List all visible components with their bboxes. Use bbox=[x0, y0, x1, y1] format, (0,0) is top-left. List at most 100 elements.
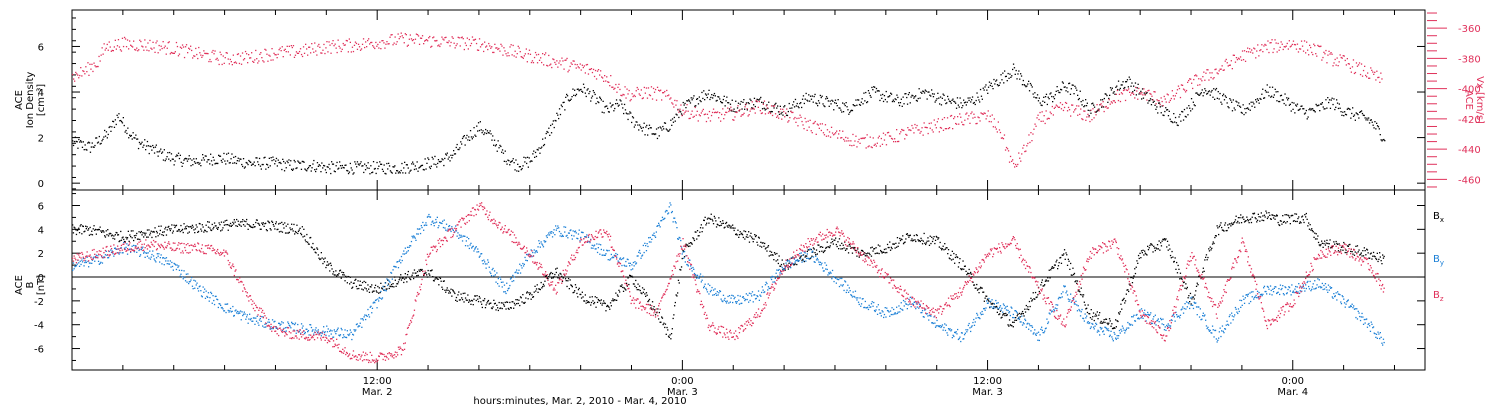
vx-point bbox=[595, 78, 598, 80]
bx-point bbox=[844, 249, 847, 251]
vx-point bbox=[465, 44, 467, 47]
density-point bbox=[758, 99, 760, 101]
density-point bbox=[454, 153, 457, 155]
density-point bbox=[640, 127, 643, 129]
bx-point bbox=[641, 287, 644, 289]
vx-point bbox=[497, 48, 499, 51]
density-point bbox=[419, 166, 421, 168]
bx-point bbox=[171, 232, 174, 234]
bx-point bbox=[1234, 219, 1237, 221]
vx-point bbox=[732, 119, 734, 121]
bx-point bbox=[971, 276, 973, 278]
bx-point bbox=[526, 291, 528, 293]
bx-point bbox=[717, 224, 719, 226]
vx-point bbox=[326, 41, 328, 43]
bx-point bbox=[871, 246, 873, 248]
vx-point bbox=[1259, 49, 1261, 52]
vx-point bbox=[187, 52, 189, 54]
bx-point bbox=[374, 287, 376, 289]
density-point bbox=[372, 161, 375, 163]
bx-point bbox=[745, 236, 747, 238]
bx-point bbox=[931, 236, 933, 238]
vx-point bbox=[822, 132, 825, 134]
by-point bbox=[268, 318, 270, 321]
vx-point bbox=[776, 116, 778, 118]
vx-point bbox=[1027, 142, 1029, 145]
vx-point bbox=[179, 46, 182, 48]
vx-point bbox=[639, 94, 641, 96]
vx-point bbox=[421, 35, 424, 37]
vx-point bbox=[563, 68, 565, 70]
density-point bbox=[1275, 91, 1277, 93]
bx-point bbox=[848, 243, 850, 246]
vx-point bbox=[836, 130, 838, 132]
bx-point bbox=[574, 284, 577, 286]
bx-point bbox=[734, 227, 736, 229]
vx-point bbox=[543, 64, 545, 66]
vx-point bbox=[1101, 105, 1103, 107]
vx-point bbox=[875, 145, 877, 147]
vx-point bbox=[409, 34, 411, 36]
vx-point bbox=[1376, 70, 1378, 72]
bx-point bbox=[435, 277, 438, 279]
bx-point bbox=[895, 242, 897, 244]
bx-point bbox=[229, 222, 232, 225]
vx-point bbox=[1267, 40, 1269, 42]
bx-point bbox=[509, 301, 511, 304]
bx-point bbox=[728, 224, 730, 226]
density-point bbox=[388, 162, 390, 164]
density-point bbox=[1264, 89, 1267, 92]
density-point bbox=[778, 113, 781, 115]
bx-point bbox=[486, 302, 488, 304]
vx-point bbox=[931, 129, 933, 131]
density-point bbox=[1085, 99, 1087, 101]
density-point bbox=[1337, 107, 1340, 110]
density-point bbox=[697, 103, 700, 105]
bx-point bbox=[1307, 225, 1309, 227]
bx-point bbox=[281, 231, 284, 233]
bx-point bbox=[568, 288, 570, 290]
density-point bbox=[1268, 95, 1270, 97]
density-point bbox=[634, 124, 636, 126]
vx-point bbox=[889, 135, 892, 137]
bx-point bbox=[914, 239, 916, 241]
by-point bbox=[200, 290, 202, 292]
density-point bbox=[884, 98, 886, 101]
vx-point bbox=[749, 110, 751, 112]
density-point bbox=[1344, 113, 1347, 115]
bx-point bbox=[865, 253, 867, 255]
density-point bbox=[935, 99, 937, 102]
density-point bbox=[1336, 102, 1339, 104]
vx-point bbox=[135, 49, 137, 51]
density-point bbox=[1238, 102, 1240, 104]
density-point bbox=[678, 116, 680, 119]
vx-point bbox=[406, 45, 408, 47]
bx-point bbox=[391, 285, 393, 288]
vx-point bbox=[467, 48, 469, 50]
bx-point bbox=[727, 226, 729, 228]
vx-point bbox=[1214, 68, 1216, 71]
vx-point bbox=[299, 48, 302, 50]
density-point bbox=[1270, 96, 1272, 98]
density-point bbox=[984, 86, 986, 88]
bx-point bbox=[238, 223, 240, 225]
bx-point bbox=[1033, 298, 1035, 300]
bx-point bbox=[77, 229, 79, 231]
bx-point bbox=[1270, 218, 1272, 220]
density-point bbox=[1328, 99, 1331, 101]
bx-point bbox=[305, 241, 307, 243]
bx-point bbox=[294, 233, 296, 235]
vx-point bbox=[91, 63, 93, 65]
vx-point bbox=[1319, 45, 1321, 48]
bx-point bbox=[1357, 251, 1359, 253]
vx-point bbox=[318, 43, 320, 46]
vx-point bbox=[1314, 45, 1316, 47]
vx-point bbox=[1138, 87, 1140, 90]
bx-point bbox=[1184, 287, 1186, 289]
density-point bbox=[1222, 95, 1224, 97]
density-point bbox=[923, 90, 925, 93]
vx-point bbox=[860, 137, 862, 140]
bx-point bbox=[709, 217, 711, 220]
vx-point bbox=[214, 50, 216, 52]
density-point bbox=[592, 90, 594, 92]
